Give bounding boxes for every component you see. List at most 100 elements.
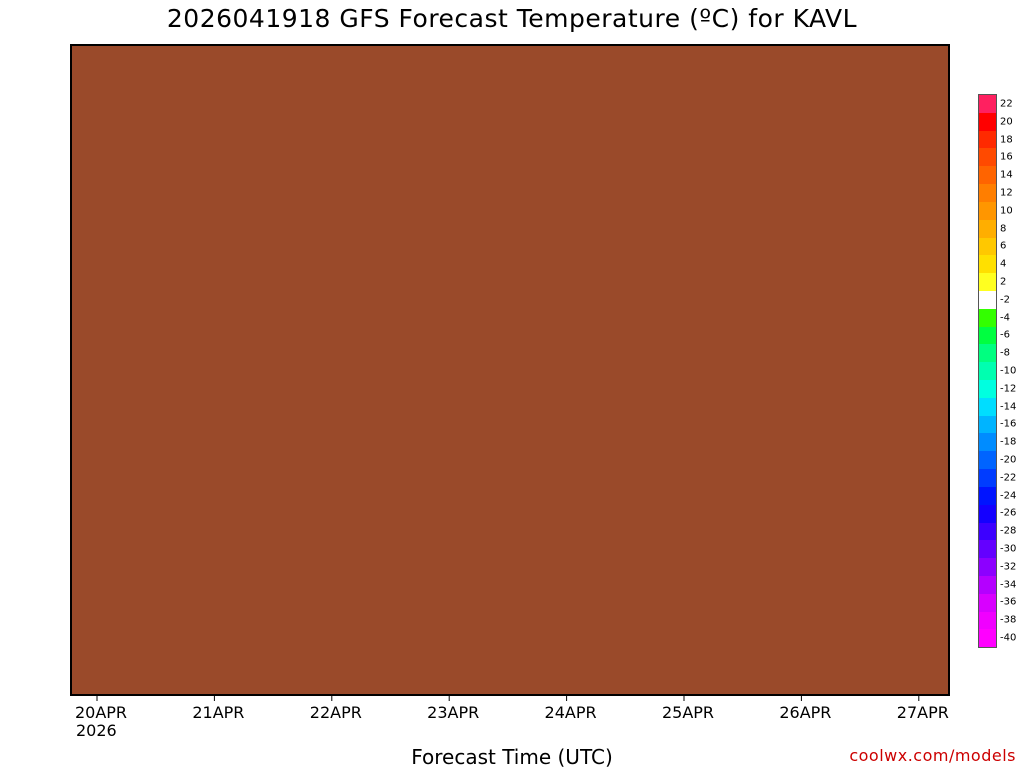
color-scale-label: -12 bbox=[1000, 383, 1017, 395]
isotherm-line bbox=[142, 45, 867, 46]
isotherm-line bbox=[142, 45, 867, 46]
isotherm-line bbox=[143, 45, 866, 46]
color-scale-cell bbox=[979, 255, 996, 274]
color-scale-label: -8 bbox=[1000, 347, 1010, 359]
x-tick-label: 20APR bbox=[74, 703, 128, 722]
color-scale-label: -38 bbox=[1000, 614, 1017, 626]
color-scale-label: -18 bbox=[1000, 436, 1017, 448]
color-scale-label: 2 bbox=[1000, 276, 1007, 288]
ground-mask bbox=[71, 45, 949, 695]
color-scale-cell bbox=[979, 219, 996, 238]
color-scale-label: -4 bbox=[1000, 312, 1010, 324]
isotherm-line bbox=[143, 45, 866, 46]
color-scale-label: -36 bbox=[1000, 596, 1017, 608]
isotherm-line bbox=[143, 45, 866, 46]
color-scale-label: -14 bbox=[1000, 401, 1017, 413]
color-scale-label: -26 bbox=[1000, 507, 1017, 519]
color-scale-label: 8 bbox=[1000, 223, 1007, 235]
color-scale-cell bbox=[979, 611, 996, 630]
color-scale-cell bbox=[979, 344, 996, 363]
color-scale-cell bbox=[979, 593, 996, 612]
isotherm-line bbox=[142, 45, 867, 46]
isotherm-line bbox=[143, 45, 866, 46]
color-scale-cell bbox=[979, 326, 996, 345]
color-scale-cell bbox=[979, 575, 996, 594]
x-axis-title: Forecast Time (UTC) bbox=[411, 745, 613, 769]
color-scale-cell bbox=[979, 433, 996, 452]
x-tick-label: 27APR bbox=[896, 703, 949, 722]
isotherm-line bbox=[143, 45, 866, 46]
color-scale-label: 14 bbox=[1000, 169, 1013, 181]
chart-title: 2026041918 GFS Forecast Temperature (ºC)… bbox=[166, 4, 858, 33]
x-tick-label: 24APR bbox=[544, 703, 597, 722]
color-scale-cell bbox=[979, 629, 996, 648]
color-scale-label: 16 bbox=[1000, 151, 1013, 163]
color-scale-cell bbox=[979, 166, 996, 185]
color-scale-label: 22 bbox=[1000, 98, 1013, 110]
isotherm-line bbox=[143, 45, 866, 46]
color-scale-label: 18 bbox=[1000, 134, 1013, 146]
color-scale-cell bbox=[979, 148, 996, 167]
isotherm-line bbox=[142, 45, 867, 46]
color-scale-cell bbox=[979, 397, 996, 416]
color-scale-label: -6 bbox=[1000, 329, 1010, 341]
color-scale-cell bbox=[979, 522, 996, 541]
color-scale-label: -30 bbox=[1000, 543, 1017, 555]
isotherm-line bbox=[143, 45, 866, 46]
color-scale-label: -28 bbox=[1000, 525, 1017, 537]
color-scale-label: 20 bbox=[1000, 116, 1013, 128]
color-scale-cell bbox=[979, 415, 996, 434]
color-scale-cell bbox=[979, 362, 996, 380]
color-scale-cell bbox=[979, 130, 996, 149]
color-scale-label: -32 bbox=[1000, 561, 1017, 573]
color-scale-label: -16 bbox=[1000, 418, 1017, 430]
color-scale-cell bbox=[979, 201, 996, 220]
color-scale-bar bbox=[978, 94, 997, 648]
isotherm-line bbox=[143, 45, 866, 46]
color-scale-cell bbox=[979, 95, 996, 113]
color-scale-label: 10 bbox=[1000, 205, 1013, 217]
color-scale-label: -2 bbox=[1000, 294, 1010, 306]
freezing-line bbox=[142, 45, 867, 46]
color-scale-label: -24 bbox=[1000, 490, 1017, 502]
isotherm-line bbox=[143, 45, 866, 46]
isotherm-line bbox=[143, 45, 866, 46]
plot-frame bbox=[70, 44, 950, 696]
color-scale-label: -20 bbox=[1000, 454, 1017, 466]
color-scale-label: -22 bbox=[1000, 472, 1017, 484]
x-tick-label: 26APR bbox=[779, 703, 832, 722]
color-scale-cell bbox=[979, 504, 996, 523]
color-scale-label: -10 bbox=[1000, 365, 1017, 377]
x-tick-label: 25APR bbox=[661, 703, 715, 722]
isotherm-line bbox=[143, 45, 866, 46]
color-scale-cell bbox=[979, 469, 996, 487]
color-scale-cell bbox=[979, 558, 996, 576]
isotherm-line bbox=[143, 45, 866, 46]
x-tick-marks bbox=[96, 695, 920, 701]
color-scale-cell bbox=[979, 290, 996, 309]
contour-lines bbox=[142, 45, 867, 46]
isotherm-line bbox=[143, 45, 866, 46]
isotherm-line bbox=[143, 45, 866, 46]
color-scale-cell bbox=[979, 112, 996, 131]
color-scale-cell bbox=[979, 540, 996, 559]
color-scale-cell bbox=[979, 184, 996, 202]
isotherm-line bbox=[143, 45, 866, 46]
x-axis-year-label: 2026 bbox=[76, 721, 117, 740]
color-scale-label: -40 bbox=[1000, 632, 1017, 644]
x-tick-label: 22APR bbox=[309, 703, 362, 722]
color-scale-cell bbox=[979, 486, 996, 505]
isotherm-line bbox=[142, 45, 867, 46]
color-scale-cell bbox=[979, 451, 996, 470]
x-tick-label: 21APR bbox=[192, 703, 245, 722]
source-credit: coolwx.com/models bbox=[849, 746, 1016, 765]
isotherm-line bbox=[142, 45, 867, 46]
x-tick-label: 23APR bbox=[427, 703, 480, 722]
color-scale-cell bbox=[979, 237, 996, 256]
color-scale-cell bbox=[979, 273, 996, 291]
color-scale-cell bbox=[979, 380, 996, 398]
color-scale-label: 4 bbox=[1000, 258, 1007, 270]
color-scale-label: 12 bbox=[1000, 187, 1013, 199]
color-scale-label: 6 bbox=[1000, 240, 1007, 252]
